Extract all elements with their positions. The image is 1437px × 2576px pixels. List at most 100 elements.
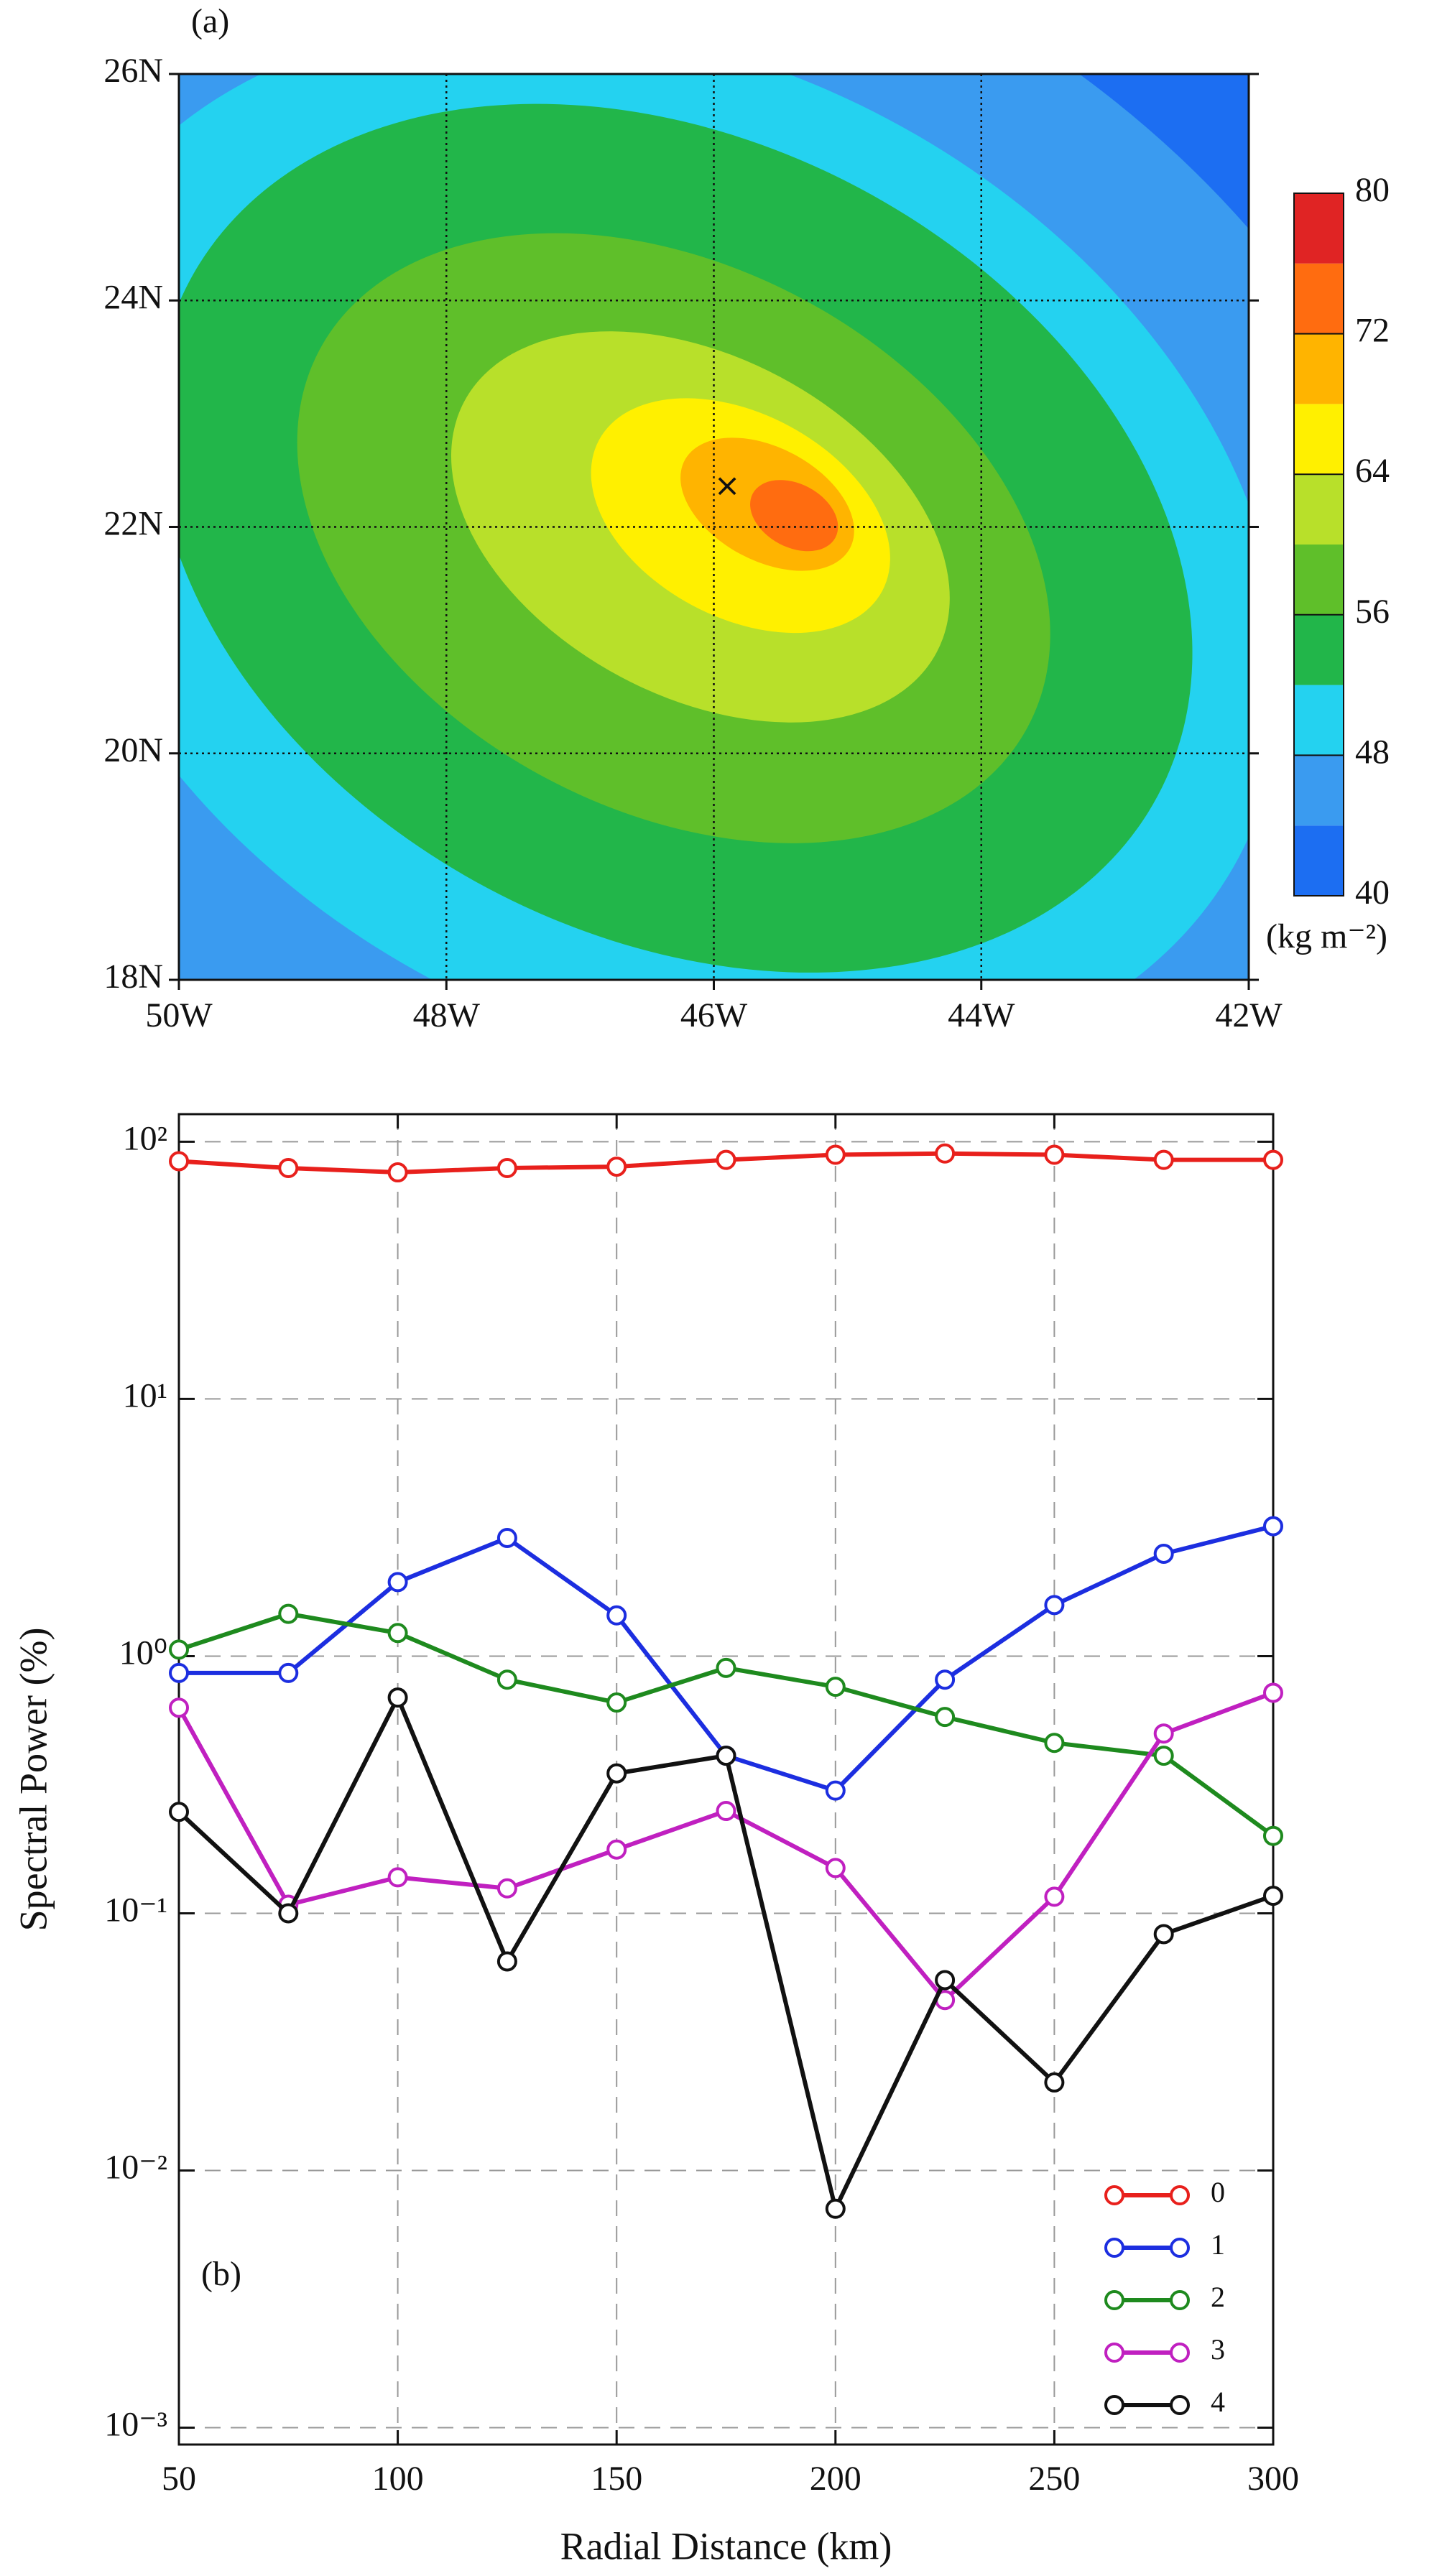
data-point: [1153, 1746, 1174, 1766]
legend-label: 0: [1211, 2176, 1225, 2208]
legend-marker: [1170, 2185, 1190, 2205]
series-line: [177, 1690, 1275, 2003]
data-point: [1263, 1886, 1283, 1906]
colorbar-segment: [1294, 825, 1344, 896]
data-point: [496, 1527, 517, 1548]
data-point: [387, 1572, 408, 1593]
data-point: [1044, 1595, 1065, 1616]
data-point: [935, 1707, 956, 1728]
y-tick-label: 22N: [103, 505, 163, 543]
data-point: [387, 1867, 408, 1888]
data-point: [606, 1763, 627, 1784]
legend-label: 1: [1211, 2228, 1225, 2261]
panel-label: (a): [191, 2, 229, 40]
data-point: [496, 1669, 517, 1690]
data-point: [825, 1858, 846, 1878]
x-tick-label: 50W: [145, 996, 213, 1034]
plot-frame: [177, 73, 1250, 981]
data-point: [825, 2198, 846, 2219]
y-tick-label: 18N: [103, 958, 163, 996]
legend-marker: [1170, 2238, 1190, 2258]
colorbar-segment: [1294, 685, 1344, 756]
data-point: [496, 1951, 517, 1972]
data-point: [716, 1149, 736, 1170]
data-point: [169, 1697, 189, 1718]
data-point: [169, 1151, 189, 1172]
legend-marker: [1104, 2185, 1124, 2205]
map-field: [179, 74, 1249, 980]
data-point: [1044, 1144, 1065, 1165]
legend-marker: [1104, 2290, 1124, 2310]
x-tick-label: 48W: [413, 996, 481, 1034]
legend-marker: [1170, 2343, 1190, 2363]
legend-label: 2: [1211, 2281, 1225, 2313]
data-point: [1153, 1149, 1174, 1170]
data-point: [1263, 1682, 1283, 1703]
colorbar-tick-label: 40: [1355, 874, 1390, 912]
data-point: [169, 1639, 189, 1660]
data-point: [1153, 1924, 1174, 1945]
x-tick-label: 42W: [1215, 996, 1283, 1034]
data-point: [1263, 1149, 1283, 1170]
data-point: [935, 1970, 956, 1991]
colorbar-tick-label: 48: [1355, 733, 1390, 771]
y-axis-label: Spectral Power (%): [11, 1628, 55, 1932]
y-tick-label: 10⁰: [119, 1634, 167, 1672]
data-point: [825, 1677, 846, 1697]
data-point: [716, 1657, 736, 1678]
colorbar-label: (kg m⁻²): [1266, 917, 1387, 955]
data-point: [278, 1603, 299, 1624]
x-tick-label: 50: [162, 2460, 196, 2498]
data-point: [1044, 2072, 1065, 2093]
colorbar-tick-label: 64: [1355, 452, 1390, 490]
data-point: [716, 1746, 736, 1766]
y-tick-label: 10⁻¹: [104, 1891, 167, 1929]
data-point: [387, 1687, 408, 1708]
data-point: [1044, 1886, 1065, 1907]
data-point: [1153, 1723, 1174, 1744]
colorbar-tick-label: 72: [1355, 312, 1390, 350]
colorbar-segment: [1294, 263, 1344, 334]
data-point: [278, 1662, 299, 1683]
data-point: [278, 1903, 299, 1924]
plot-frame: [177, 1113, 1275, 2446]
data-point: [825, 1780, 846, 1801]
x-tick-label: 150: [591, 2460, 642, 2498]
legend-marker: [1170, 2395, 1190, 2415]
contour-band: [750, 480, 838, 552]
data-point: [825, 1144, 846, 1165]
colorbar-segment: [1294, 333, 1344, 404]
data-point: [278, 1158, 299, 1179]
legend-label: 3: [1211, 2333, 1225, 2366]
x-tick-label: 300: [1247, 2460, 1299, 2498]
data-point: [496, 1878, 517, 1899]
data-point: [606, 1692, 627, 1713]
legend-marker: [1104, 2343, 1124, 2363]
x-tick-label: 200: [810, 2460, 861, 2498]
data-point: [1044, 1733, 1065, 1753]
data-point: [387, 1162, 408, 1183]
colorbar-segment: [1294, 404, 1344, 475]
colorbar-tick-label: 80: [1355, 171, 1390, 209]
y-tick-label: 10⁻³: [104, 2406, 167, 2444]
center-marker: ×: [714, 467, 741, 504]
colorbar-segment: [1294, 545, 1344, 615]
colorbar-segment: [1294, 474, 1344, 545]
y-tick-label: 24N: [103, 278, 163, 316]
data-point: [1263, 1825, 1283, 1846]
data-point: [935, 1143, 956, 1164]
data-point: [169, 1662, 189, 1683]
y-tick-label: 20N: [103, 731, 163, 769]
y-tick-label: 10¹: [123, 1376, 167, 1414]
data-point: [1263, 1516, 1283, 1537]
colorbar-segment: [1294, 755, 1344, 826]
x-tick-label: 100: [372, 2460, 424, 2498]
data-point: [1153, 1543, 1174, 1564]
colorbar-tick-label: 56: [1355, 593, 1390, 631]
data-point: [169, 1802, 189, 1822]
x-axis-label: Radial Distance (km): [560, 2524, 892, 2567]
legend-marker: [1170, 2290, 1190, 2310]
y-tick-label: 10⁻²: [104, 2149, 167, 2187]
x-tick-label: 46W: [680, 996, 748, 1034]
